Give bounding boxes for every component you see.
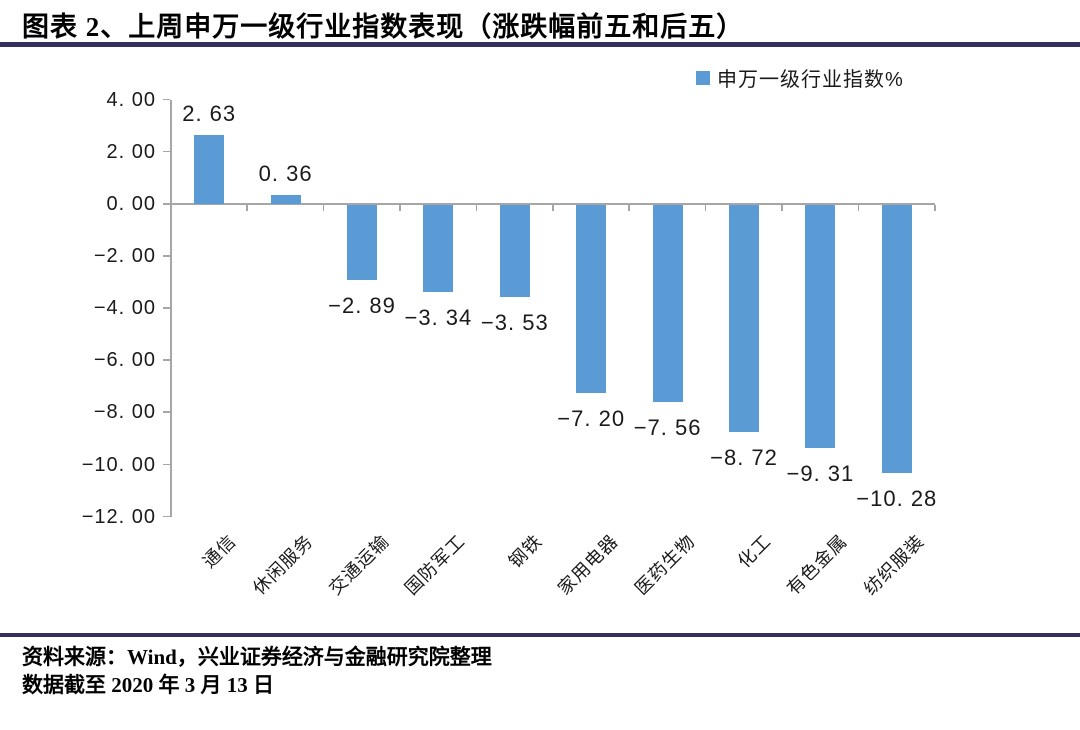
- x-axis-tick: [475, 205, 478, 211]
- y-axis-tick: [163, 515, 170, 518]
- y-axis-tick-label: −6. 00: [93, 349, 156, 372]
- bar-通信: [194, 135, 225, 204]
- y-axis-tick-label: 0. 00: [106, 193, 156, 215]
- y-axis-tick-label: 4. 00: [106, 88, 156, 111]
- x-axis-tick: [628, 205, 630, 211]
- x-axis-tick: [322, 205, 325, 211]
- bar-value-label: −8. 72: [710, 445, 778, 471]
- title-underline-rule: [0, 42, 1080, 47]
- y-axis-tick: [163, 203, 170, 205]
- data-cutoff-note: 数据截至 2020 年 3 月 13 日: [22, 673, 274, 697]
- bar-value-label: 0. 36: [258, 160, 313, 186]
- bar-交通运输: [347, 205, 377, 281]
- y-axis-tick-label: −2. 00: [93, 245, 156, 268]
- y-axis-tick-label: 2. 00: [106, 140, 156, 163]
- y-axis-tick: [163, 359, 170, 361]
- x-axis-tick: [781, 205, 783, 211]
- y-axis-tick-label: −4. 00: [93, 297, 156, 320]
- bar-value-label: −7. 56: [633, 415, 702, 440]
- bar-家用电器: [576, 205, 607, 393]
- y-axis-tick: [163, 463, 170, 466]
- page-title: 图表 2、上周申万一级行业指数表现（涨跌幅前五和后五）: [22, 12, 745, 42]
- x-axis-tick: [399, 205, 401, 211]
- y-axis-line: [170, 99, 172, 517]
- y-axis-tick: [163, 307, 170, 309]
- bar-医药生物: [652, 205, 683, 402]
- bar-chart-plot-area: 4. 00 2. 00 0. 00 −2. 00 −4. 00 −6. 00 −8. 00 −…: [81, 88, 938, 599]
- bar-有色金属: [805, 205, 836, 448]
- x-axis-tick: [704, 205, 707, 211]
- x-axis-tick: [934, 205, 936, 211]
- bar-value-label: −10. 28: [856, 485, 938, 511]
- bar-value-label: 2. 63: [182, 101, 237, 127]
- x-axis-tick: [552, 205, 554, 211]
- legend-series-label: 申万一级行业指数%: [717, 69, 904, 91]
- y-axis-tick-label: −10. 00: [81, 453, 156, 476]
- y-axis-tick: [163, 411, 170, 414]
- bar-纺织服装: [881, 205, 912, 473]
- legend-swatch-icon: [696, 70, 710, 85]
- y-axis-tick: [163, 255, 170, 257]
- chart-legend: 申万一级行业指数%: [696, 63, 904, 92]
- bar-休闲服务: [270, 194, 301, 204]
- x-axis-tick: [857, 205, 860, 211]
- x-axis-zero-line: [170, 203, 935, 205]
- bar-value-label: −7. 20: [557, 405, 626, 431]
- data-source-note: 资料来源：Wind，兴业证券经济与金融研究院整理: [22, 645, 492, 669]
- y-axis-tick-label: −12. 00: [81, 505, 156, 528]
- bar-value-label: −3. 53: [480, 309, 549, 335]
- bar-国防军工: [423, 205, 454, 293]
- y-axis-tick: [163, 150, 170, 153]
- footer-rule: [0, 633, 1080, 637]
- bar-value-label: −9. 31: [786, 460, 855, 486]
- bar-value-label: −2. 89: [328, 293, 396, 319]
- bar-化工: [729, 205, 759, 433]
- y-axis-tick-label: −8. 00: [93, 401, 156, 424]
- y-axis-tick: [163, 98, 170, 101]
- bar-钢铁: [499, 205, 530, 297]
- bar-value-label: −3. 34: [404, 305, 473, 331]
- x-axis-tick: [246, 205, 248, 211]
